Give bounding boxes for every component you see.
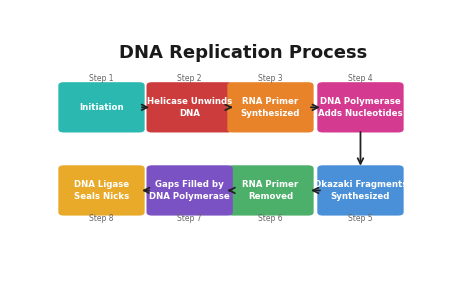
- Text: RNA Primer
Removed: RNA Primer Removed: [242, 180, 299, 201]
- Text: Helicase Unwinds
DNA: Helicase Unwinds DNA: [147, 97, 232, 118]
- Text: DNA Replication Process: DNA Replication Process: [119, 44, 367, 62]
- FancyBboxPatch shape: [58, 82, 145, 132]
- Text: Step 6: Step 6: [258, 214, 283, 223]
- FancyBboxPatch shape: [317, 82, 404, 132]
- FancyBboxPatch shape: [228, 82, 314, 132]
- Text: Initiation: Initiation: [79, 103, 124, 112]
- Text: Gaps Filled by
DNA Polymerase: Gaps Filled by DNA Polymerase: [149, 180, 230, 201]
- Text: Step 8: Step 8: [89, 214, 114, 223]
- FancyBboxPatch shape: [317, 165, 404, 216]
- Text: DNA Polymerase
Adds Nucleotides: DNA Polymerase Adds Nucleotides: [318, 97, 403, 118]
- FancyBboxPatch shape: [146, 82, 233, 132]
- Text: Step 7: Step 7: [177, 214, 202, 223]
- Text: RNA Primer
Synthesized: RNA Primer Synthesized: [241, 97, 300, 118]
- Text: Step 5: Step 5: [348, 214, 373, 223]
- Text: Step 1: Step 1: [89, 74, 114, 83]
- Text: Step 3: Step 3: [258, 74, 283, 83]
- FancyBboxPatch shape: [146, 165, 233, 216]
- FancyBboxPatch shape: [228, 165, 314, 216]
- Text: Step 4: Step 4: [348, 74, 373, 83]
- Text: Step 2: Step 2: [177, 74, 202, 83]
- Text: Okazaki Fragments
Synthesized: Okazaki Fragments Synthesized: [314, 180, 407, 201]
- FancyBboxPatch shape: [58, 165, 145, 216]
- Text: DNA Ligase
Seals Nicks: DNA Ligase Seals Nicks: [74, 180, 129, 201]
